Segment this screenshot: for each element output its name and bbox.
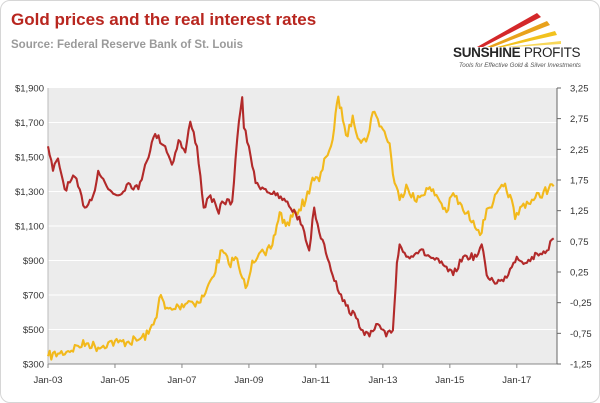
right-axis-tick-label: 0,75 [570,237,589,248]
left-axis-tick-label: $500 [23,325,44,336]
left-axis-ticks: $300 $500 $700 $900 $1,100 $1,300 $1,500 $1,700… [15,84,44,371]
right-axis-tick-label: -0,25 [570,298,592,309]
right-axis-tick-label: 3,25 [570,84,589,95]
chart-subtitle: Source: Federal Reserve Bank of St. Loui… [11,39,243,51]
right-axis-tick-label: 1,75 [570,176,589,187]
right-axis-tick-label: -0,75 [570,329,592,340]
left-axis-tick-label: $300 [23,360,44,371]
x-axis-ticks: Jan-03 Jan-05 Jan-07 Jan-09 Jan-11 Jan-13 Jan-… [33,364,531,386]
gold-price-series-line [46,95,555,361]
left-axis-tick-label: $1,700 [15,118,44,129]
right-axis-tick-label: 2,25 [570,145,589,156]
right-axis-tick-label: 2,75 [570,114,589,125]
sunshine-profits-logo: SUNSHINE PROFITS Tools for Effective Gol… [453,9,593,75]
right-axis-tick-label: 1,25 [570,206,589,217]
series-layer [46,95,555,361]
sun-rays-icon [477,13,561,47]
chart-title: Gold prices and the real interest rates [11,10,317,29]
logo-name: SUNSHINE PROFITS [453,45,581,60]
x-axis-tick-label: Jan-13 [368,375,397,386]
x-axis-tick-label: Jan-17 [502,375,531,386]
x-axis-tick-label: Jan-03 [33,375,62,386]
left-axis-tick-label: $700 [23,291,44,302]
x-axis-tick-label: Jan-07 [167,375,196,386]
x-axis-tick-label: Jan-09 [234,375,263,386]
left-axis-tick-label: $900 [23,256,44,267]
left-axis-tick-label: $1,100 [15,222,44,233]
axes [47,87,561,365]
left-axis-tick-label: $1,500 [15,153,44,164]
real-interest-rate-series-line [46,96,555,338]
left-axis-tick-label: $1,900 [15,84,44,95]
right-axis-ticks: -1,25 -0,75 -0,25 0,25 0,75 1,25 1,75 2,25 2,75 3… [570,84,592,371]
logo-tagline: Tools for Effective Gold & Silver Invest… [459,62,581,69]
x-axis-tick-label: Jan-05 [100,375,129,386]
x-axis-tick-label: Jan-15 [435,375,464,386]
x-axis-tick-label: Jan-11 [302,375,330,386]
right-axis-tick-label: 0,25 [570,268,589,279]
right-axis-tick-label: -1,25 [570,360,592,371]
left-axis-tick-label: $1,300 [15,187,44,198]
